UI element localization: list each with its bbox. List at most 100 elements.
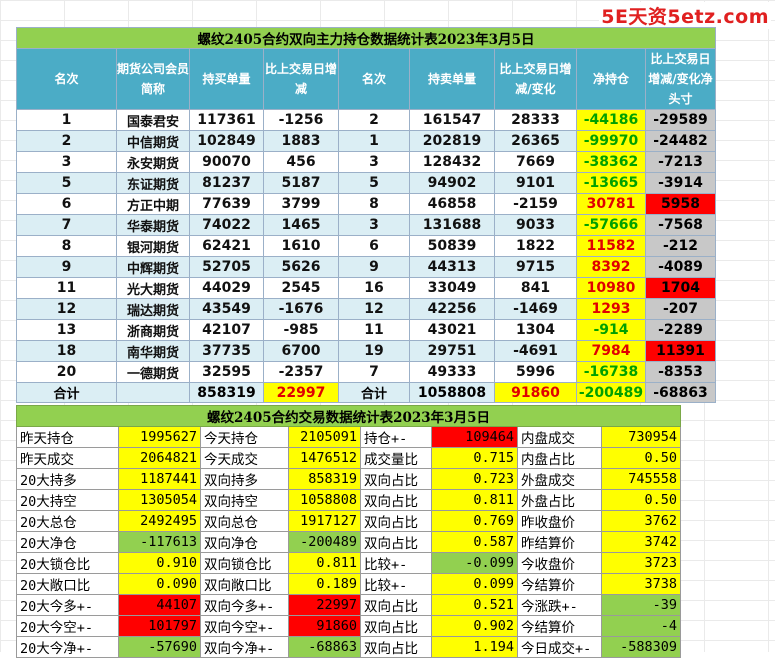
header-cell: 名次	[338, 48, 410, 110]
table-row: 1 国泰君安 117361 -1256 2 161547 28333 -44186 -29589	[16, 109, 716, 131]
sell-volume-cell: 50839	[409, 235, 495, 257]
stat-label-cell: 今结算价	[517, 615, 602, 637]
sell-rank-cell: 6	[338, 235, 410, 257]
stat-label-cell: 双向占比	[360, 636, 432, 658]
member-name-cell: 银河期货	[116, 235, 190, 257]
net-change-cell: -3914	[645, 172, 716, 194]
buy-rank-cell: 11	[16, 277, 117, 299]
sell-change-cell: 9101	[494, 172, 577, 194]
stat-label-cell: 20大今净+-	[16, 636, 119, 658]
buy-rank-cell: 8	[16, 235, 117, 257]
sell-rank-cell: 16	[338, 277, 410, 299]
trade-table-title: 螺纹2405合约交易数据统计表2023年3月5日	[16, 405, 681, 427]
stat-label-cell: 比较+-	[360, 573, 432, 595]
buy-volume-cell: 32595	[189, 361, 264, 383]
stat-label-cell: 双向持多	[200, 468, 289, 490]
sell-change-cell: 1304	[494, 319, 577, 341]
stat-label-cell: 双向持空	[200, 489, 289, 511]
stat-value-cell: 745558	[601, 468, 681, 490]
stat-label-cell: 双向占比	[360, 531, 432, 553]
buy-rank-cell: 7	[16, 214, 117, 236]
stat-label-cell: 今日成交+-	[517, 636, 602, 658]
buy-change-cell: -1256	[263, 109, 339, 131]
stat-label-cell: 双向总仓	[200, 510, 289, 532]
table-row: 20大净仓 -117613 双向净仓 -200489 双向占比 0.587 昨结算价 3742	[16, 531, 681, 553]
stat-label-cell: 20大今空+-	[16, 615, 119, 637]
net-change-cell: 5958	[645, 193, 716, 215]
total-sell-change: 91860	[494, 382, 577, 403]
net-position-cell: 30781	[576, 193, 646, 215]
table-row: 5 东证期货 81237 5187 5 94902 9101 -13665 -3914	[16, 172, 716, 194]
sell-volume-cell: 33049	[409, 277, 495, 299]
table-row: 6 方正中期 77639 3799 8 46858 -2159 30781 5958	[16, 193, 716, 215]
stat-value-cell: 3738	[601, 573, 681, 595]
stat-label-cell: 双向今多+-	[200, 594, 289, 616]
stat-label-cell: 昨收盘价	[517, 510, 602, 532]
table-row: 20大今空+- 101797 双向今空+- 91860 双向占比 0.902 今结算价 -4	[16, 615, 681, 637]
sell-rank-cell: 8	[338, 193, 410, 215]
sell-volume-cell: 46858	[409, 193, 495, 215]
net-position-cell: 10980	[576, 277, 646, 299]
member-name-cell: 南华期货	[116, 340, 190, 362]
total-sell: 1058808	[409, 382, 495, 403]
stat-label-cell: 双向锁仓比	[200, 552, 289, 574]
table-row: 12 瑞达期货 43549 -1676 12 42256 -1469 1293 -207	[16, 298, 716, 320]
table-row: 18 南华期货 37735 6700 19 29751 -4691 7984 11391	[16, 340, 716, 362]
net-position-cell: -57666	[576, 214, 646, 236]
buy-volume-cell: 62421	[189, 235, 264, 257]
stat-label-cell: 双向占比	[360, 489, 432, 511]
sell-change-cell: 1822	[494, 235, 577, 257]
buy-change-cell: 1610	[263, 235, 339, 257]
member-name-cell: 永安期货	[116, 151, 190, 173]
sell-volume-cell: 42256	[409, 298, 495, 320]
stat-value-cell: 0.090	[118, 573, 201, 595]
net-change-cell: -29589	[645, 109, 716, 131]
buy-volume-cell: 43549	[189, 298, 264, 320]
net-change-cell: -2289	[645, 319, 716, 341]
stat-value-cell: 1187441	[118, 468, 201, 490]
buy-rank-cell: 12	[16, 298, 117, 320]
stat-value-cell: 0.902	[431, 615, 518, 637]
header-cell: 比上交易日增减/变化净头寸	[645, 48, 716, 110]
stat-label-cell: 外盘成交	[517, 468, 602, 490]
net-change-cell: -4089	[645, 256, 716, 278]
stat-value-cell: -588309	[601, 636, 681, 658]
total-label-buy: 合计	[16, 382, 117, 403]
stat-value-cell: 0.910	[118, 552, 201, 574]
buy-volume-cell: 102849	[189, 130, 264, 152]
net-position-cell: -914	[576, 319, 646, 341]
stat-value-cell: 0.769	[431, 510, 518, 532]
stat-label-cell: 今收盘价	[517, 552, 602, 574]
member-name-cell: 中辉期货	[116, 256, 190, 278]
buy-change-cell: 3799	[263, 193, 339, 215]
table-row: 20大锁仓比 0.910 双向锁仓比 0.811 比较+- -0.099 今收盘价 3723	[16, 552, 681, 574]
stat-value-cell: 1476512	[288, 447, 361, 469]
buy-change-cell: 6700	[263, 340, 339, 362]
buy-rank-cell: 3	[16, 151, 117, 173]
buy-change-cell: -985	[263, 319, 339, 341]
stat-label-cell: 今天持仓	[200, 426, 289, 448]
stat-value-cell: 0.587	[431, 531, 518, 553]
stat-label-cell: 双向占比	[360, 510, 432, 532]
buy-rank-cell: 2	[16, 130, 117, 152]
stat-label-cell: 比较+-	[360, 552, 432, 574]
stat-label-cell: 20大净仓	[16, 531, 119, 553]
buy-change-cell: 456	[263, 151, 339, 173]
table-row: 2 中信期货 102849 1883 1 202819 26365 -99970 -24482	[16, 130, 716, 152]
table-row: 20大今净+- -57690 双向今净+- -68863 双向占比 1.194 今日成交+-…	[16, 636, 681, 658]
stat-value-cell: -39	[601, 594, 681, 616]
buy-rank-cell: 18	[16, 340, 117, 362]
table-row: 20大持多 1187441 双向持多 858319 双向占比 0.723 外盘成交 74555…	[16, 468, 681, 490]
sell-rank-cell: 3	[338, 214, 410, 236]
header-cell: 持买单量	[189, 48, 264, 110]
sell-rank-cell: 11	[338, 319, 410, 341]
sell-volume-cell: 202819	[409, 130, 495, 152]
header-cell: 比上交易日增减	[263, 48, 339, 110]
member-name-cell: 一德期货	[116, 361, 190, 383]
table-row: 13 浙商期货 42107 -985 11 43021 1304 -914 -2289	[16, 319, 716, 341]
buy-volume-cell: 81237	[189, 172, 264, 194]
stat-label-cell: 20大持多	[16, 468, 119, 490]
sell-rank-cell: 3	[338, 151, 410, 173]
stat-label-cell: 持仓+-	[360, 426, 432, 448]
buy-change-cell: 5187	[263, 172, 339, 194]
